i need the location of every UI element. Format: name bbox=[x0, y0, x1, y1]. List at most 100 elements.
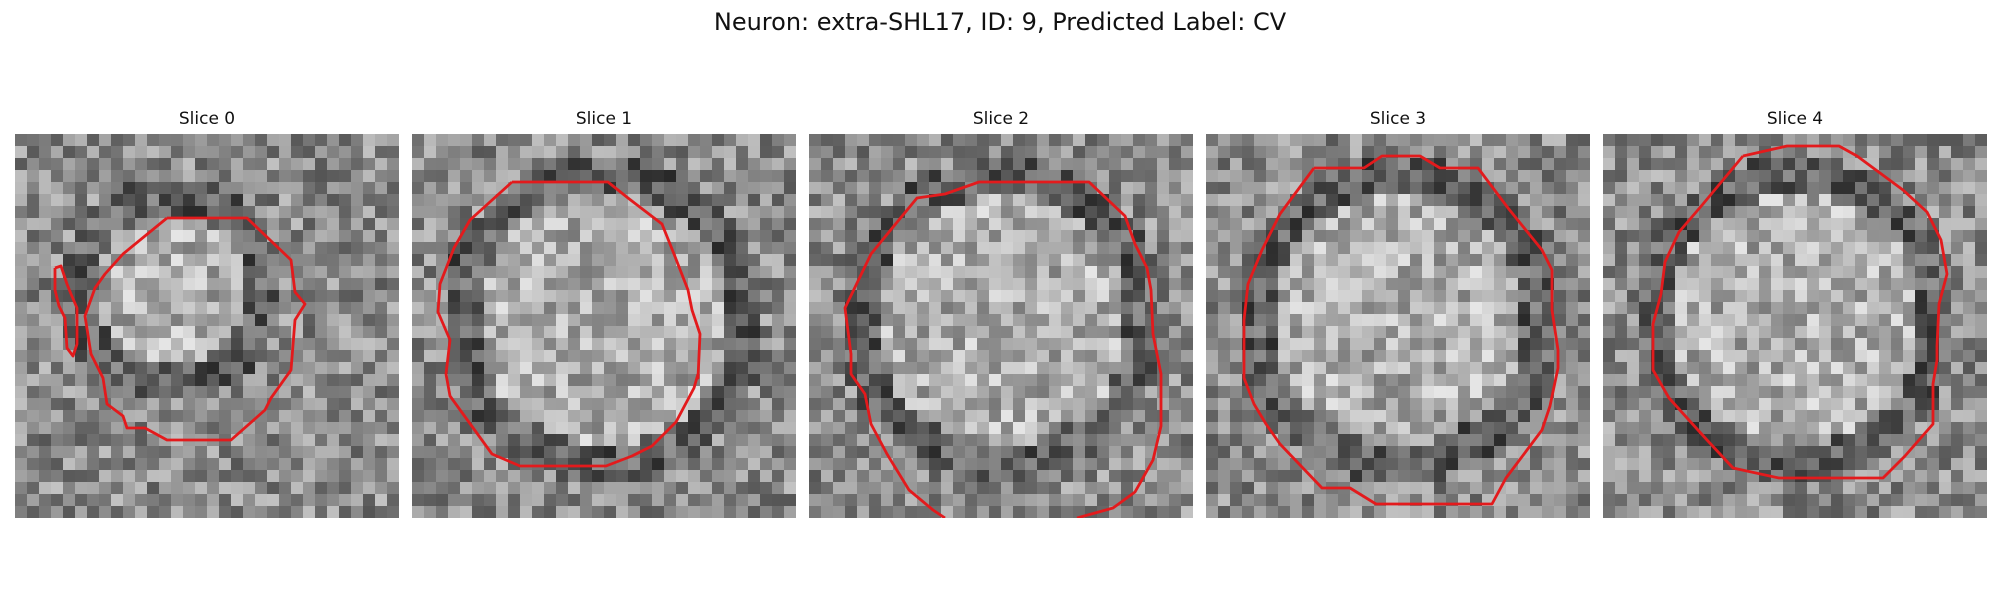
image-pixel bbox=[1037, 482, 1049, 494]
image-pixel bbox=[1013, 194, 1025, 206]
image-pixel bbox=[436, 182, 448, 194]
image-pixel bbox=[1458, 242, 1470, 254]
image-pixel bbox=[1651, 398, 1663, 410]
image-pixel bbox=[676, 338, 688, 350]
image-pixel bbox=[1446, 362, 1458, 374]
image-pixel bbox=[1819, 206, 1831, 218]
image-pixel bbox=[291, 230, 303, 242]
image-pixel bbox=[39, 410, 51, 422]
image-pixel bbox=[231, 398, 243, 410]
image-pixel bbox=[917, 218, 929, 230]
image-pixel bbox=[929, 302, 941, 314]
image-pixel bbox=[1615, 134, 1627, 146]
image-pixel bbox=[51, 398, 63, 410]
image-pixel bbox=[1290, 242, 1302, 254]
image-pixel bbox=[1073, 434, 1085, 446]
image-pixel bbox=[532, 218, 544, 230]
image-pixel bbox=[953, 338, 965, 350]
image-pixel bbox=[243, 290, 255, 302]
image-pixel bbox=[1266, 470, 1278, 482]
image-pixel bbox=[1482, 422, 1494, 434]
image-pixel bbox=[1266, 386, 1278, 398]
image-pixel bbox=[616, 158, 628, 170]
image-pixel bbox=[893, 218, 905, 230]
image-pixel bbox=[315, 278, 327, 290]
image-pixel bbox=[1314, 146, 1326, 158]
image-pixel bbox=[1506, 446, 1518, 458]
image-pixel bbox=[1711, 434, 1723, 446]
image-pixel bbox=[628, 230, 640, 242]
image-pixel bbox=[387, 470, 399, 482]
image-pixel bbox=[195, 314, 207, 326]
image-pixel bbox=[748, 482, 760, 494]
image-pixel bbox=[881, 146, 893, 158]
image-pixel bbox=[219, 338, 231, 350]
image-pixel bbox=[1663, 314, 1675, 326]
image-pixel bbox=[664, 254, 676, 266]
image-pixel bbox=[1061, 350, 1073, 362]
image-pixel bbox=[412, 230, 424, 242]
image-pixel bbox=[159, 242, 171, 254]
image-pixel bbox=[171, 290, 183, 302]
image-pixel bbox=[1218, 506, 1230, 518]
image-pixel bbox=[15, 362, 27, 374]
image-pixel bbox=[1915, 230, 1927, 242]
image-pixel bbox=[905, 494, 917, 506]
image-pixel bbox=[279, 314, 291, 326]
image-pixel bbox=[1254, 302, 1266, 314]
image-pixel bbox=[1651, 254, 1663, 266]
image-pixel bbox=[833, 194, 845, 206]
image-pixel bbox=[616, 338, 628, 350]
image-pixel bbox=[688, 182, 700, 194]
image-pixel bbox=[965, 446, 977, 458]
image-pixel bbox=[135, 266, 147, 278]
image-pixel bbox=[135, 278, 147, 290]
image-pixel bbox=[1578, 398, 1590, 410]
image-pixel bbox=[484, 218, 496, 230]
image-pixel bbox=[1037, 422, 1049, 434]
image-pixel bbox=[1867, 170, 1879, 182]
image-pixel bbox=[688, 278, 700, 290]
image-pixel bbox=[881, 338, 893, 350]
image-pixel bbox=[977, 314, 989, 326]
image-pixel bbox=[977, 266, 989, 278]
image-pixel bbox=[339, 290, 351, 302]
image-pixel bbox=[1446, 374, 1458, 386]
image-pixel bbox=[1049, 314, 1061, 326]
image-pixel bbox=[1025, 398, 1037, 410]
image-pixel bbox=[965, 434, 977, 446]
image-pixel bbox=[99, 206, 111, 218]
image-pixel bbox=[123, 302, 135, 314]
image-pixel bbox=[929, 218, 941, 230]
image-pixel bbox=[171, 134, 183, 146]
image-pixel bbox=[1266, 446, 1278, 458]
image-pixel bbox=[905, 374, 917, 386]
image-pixel bbox=[1374, 350, 1386, 362]
image-pixel bbox=[267, 158, 279, 170]
image-pixel bbox=[472, 218, 484, 230]
image-pixel bbox=[1879, 446, 1891, 458]
image-pixel bbox=[508, 266, 520, 278]
image-pixel bbox=[1603, 230, 1615, 242]
image-pixel bbox=[712, 278, 724, 290]
image-pixel bbox=[291, 422, 303, 434]
image-pixel bbox=[15, 134, 27, 146]
image-pixel bbox=[207, 410, 219, 422]
image-pixel bbox=[1831, 374, 1843, 386]
image-pixel bbox=[1855, 218, 1867, 230]
image-pixel bbox=[1097, 422, 1109, 434]
image-pixel bbox=[508, 170, 520, 182]
image-pixel bbox=[1169, 182, 1181, 194]
image-pixel bbox=[1218, 362, 1230, 374]
image-pixel bbox=[448, 326, 460, 338]
image-pixel bbox=[1157, 302, 1169, 314]
image-pixel bbox=[760, 290, 772, 302]
image-pixel bbox=[123, 434, 135, 446]
image-pixel bbox=[1290, 230, 1302, 242]
image-pixel bbox=[977, 254, 989, 266]
image-pixel bbox=[1061, 314, 1073, 326]
image-pixel bbox=[1603, 350, 1615, 362]
image-pixel bbox=[424, 230, 436, 242]
image-pixel bbox=[640, 470, 652, 482]
image-pixel bbox=[1603, 434, 1615, 446]
